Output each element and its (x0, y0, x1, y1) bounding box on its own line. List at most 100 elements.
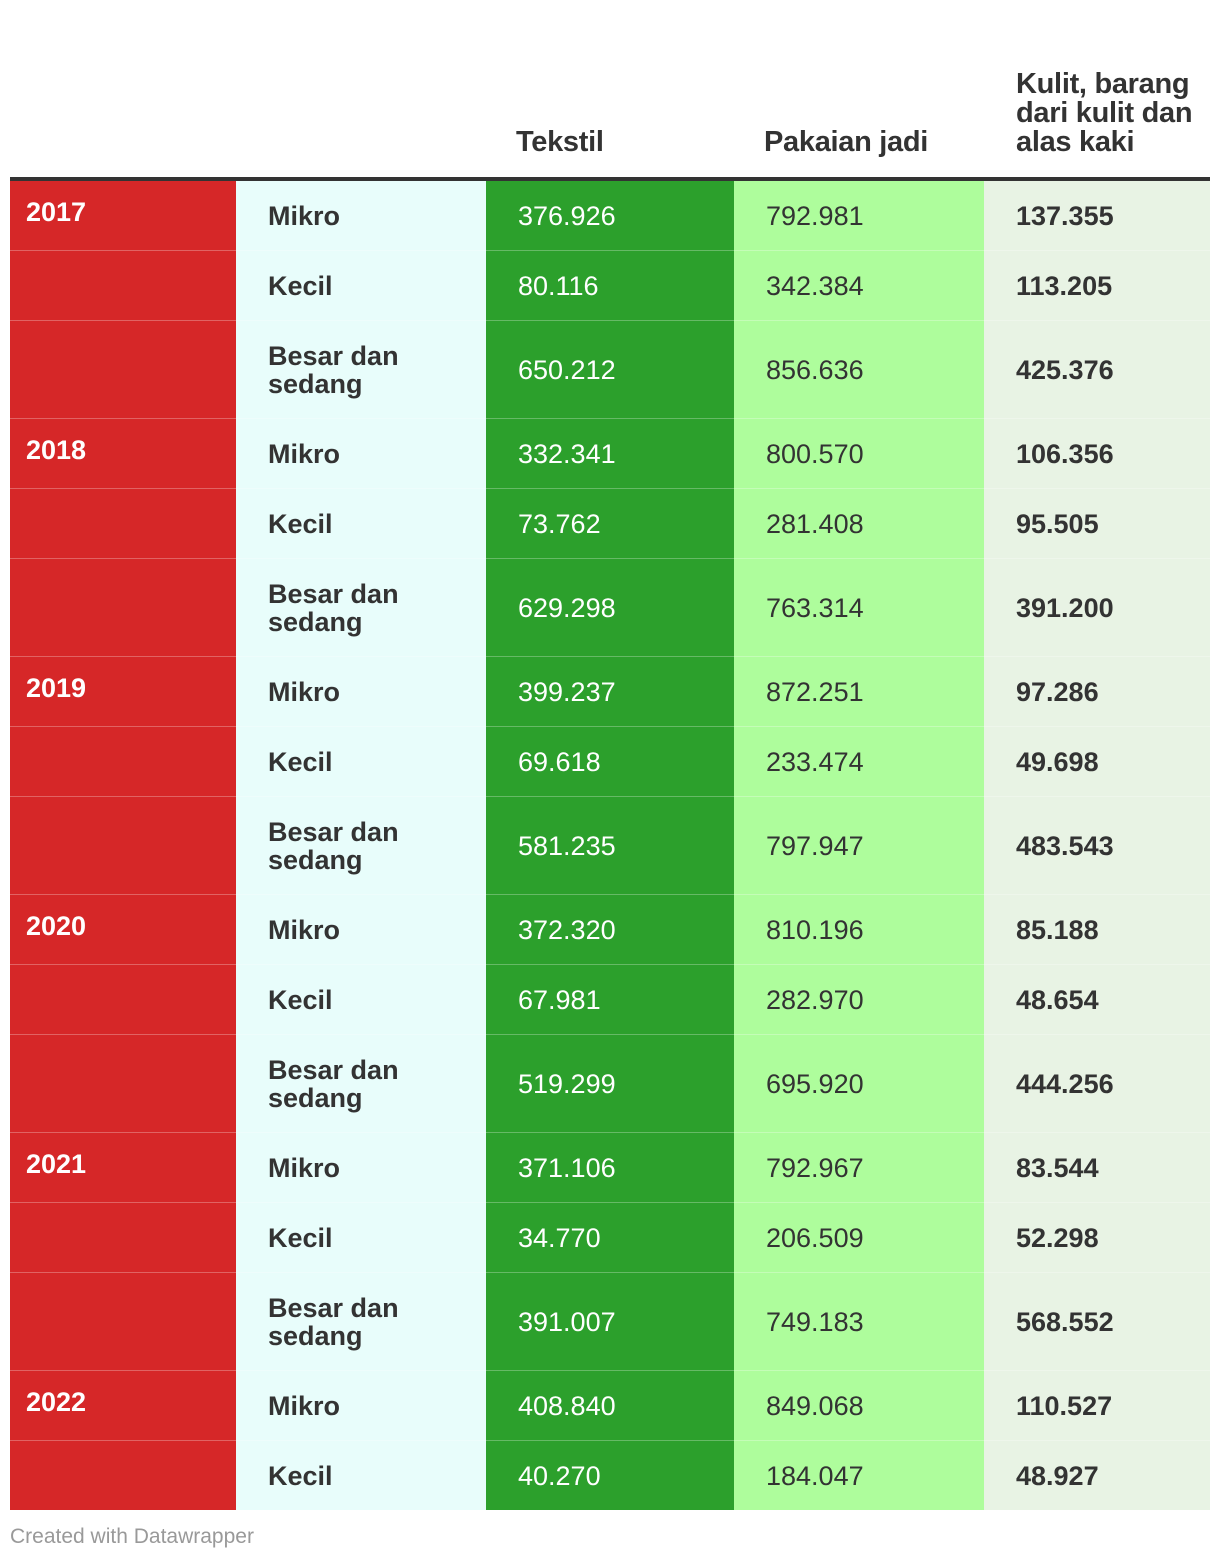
table-row: Kecil 34.770 206.509 52.298 (10, 1202, 1210, 1273)
tekstil-cell: 581.235 (486, 796, 734, 895)
kulit-cell: 137.355 (984, 179, 1210, 251)
kulit-cell: 52.298 (984, 1202, 1210, 1273)
kulit-cell: 49.698 (984, 726, 1210, 797)
pakaian-jadi-cell: 282.970 (734, 964, 984, 1035)
year-cell (10, 320, 236, 419)
tekstil-cell: 519.299 (486, 1034, 734, 1133)
size-cell: Kecil (236, 250, 486, 321)
kulit-cell: 97.286 (984, 656, 1210, 727)
tekstil-cell: 332.341 (486, 418, 734, 489)
header-tekstil: Tekstil (516, 126, 604, 158)
table-row: Besar dan sedang 391.007 749.183 568.552 (10, 1272, 1210, 1371)
pakaian-jadi-cell: 797.947 (734, 796, 984, 895)
table-row: 2022 Mikro 408.840 849.068 110.527 (10, 1370, 1210, 1441)
table-row: Kecil 40.270 184.047 48.927 (10, 1440, 1210, 1510)
table-row: Kecil 73.762 281.408 95.505 (10, 488, 1210, 559)
table-body: 2017 Mikro 376.926 792.981 137.355 Kecil 80.11… (10, 179, 1210, 1510)
size-cell: Mikro (236, 656, 486, 727)
year-cell: 2022 (10, 1370, 236, 1441)
pakaian-jadi-cell: 810.196 (734, 894, 984, 965)
kulit-cell: 48.927 (984, 1440, 1210, 1510)
tekstil-cell: 69.618 (486, 726, 734, 797)
table-header: Tekstil Pakaian jadi Kulit, barang dari … (10, 0, 1210, 179)
year-cell (10, 964, 236, 1035)
size-cell: Kecil (236, 964, 486, 1035)
tekstil-cell: 391.007 (486, 1272, 734, 1371)
size-cell: Mikro (236, 418, 486, 489)
pakaian-jadi-cell: 800.570 (734, 418, 984, 489)
kulit-cell: 113.205 (984, 250, 1210, 321)
size-cell: Mikro (236, 179, 486, 251)
table-row: Kecil 69.618 233.474 49.698 (10, 726, 1210, 797)
pakaian-jadi-cell: 792.981 (734, 179, 984, 251)
kulit-cell: 425.376 (984, 320, 1210, 419)
tekstil-cell: 650.212 (486, 320, 734, 419)
year-cell: 2018 (10, 418, 236, 489)
size-cell: Kecil (236, 1440, 486, 1510)
table-row: Kecil 80.116 342.384 113.205 (10, 250, 1210, 321)
table-row: 2021 Mikro 371.106 792.967 83.544 (10, 1132, 1210, 1203)
size-cell: Besar dan sedang (236, 1034, 486, 1133)
kulit-cell: 444.256 (984, 1034, 1210, 1133)
size-cell: Besar dan sedang (236, 558, 486, 657)
header-year (10, 0, 236, 179)
year-cell (10, 488, 236, 559)
year-cell: 2019 (10, 656, 236, 727)
year-cell (10, 1440, 236, 1510)
header-row: Tekstil Pakaian jadi Kulit, barang dari … (10, 0, 1210, 179)
tekstil-cell: 399.237 (486, 656, 734, 727)
header-size (236, 0, 486, 179)
kulit-cell: 391.200 (984, 558, 1210, 657)
kulit-cell: 110.527 (984, 1370, 1210, 1441)
size-cell: Besar dan sedang (236, 1272, 486, 1371)
size-cell: Mikro (236, 1132, 486, 1203)
size-cell: Mikro (236, 894, 486, 965)
year-cell: 2020 (10, 894, 236, 965)
table-row: Besar dan sedang 581.235 797.947 483.543 (10, 796, 1210, 895)
table-row: Besar dan sedang 519.299 695.920 444.256 (10, 1034, 1210, 1133)
year-cell (10, 1202, 236, 1273)
pakaian-jadi-cell: 849.068 (734, 1370, 984, 1441)
size-cell: Besar dan sedang (236, 796, 486, 895)
datawrapper-credit: Created with Datawrapper (10, 1525, 254, 1548)
kulit-cell: 85.188 (984, 894, 1210, 965)
year-cell (10, 1272, 236, 1371)
pakaian-jadi-cell: 856.636 (734, 320, 984, 419)
size-cell: Mikro (236, 1370, 486, 1441)
kulit-cell: 106.356 (984, 418, 1210, 489)
tekstil-cell: 67.981 (486, 964, 734, 1035)
year-cell (10, 558, 236, 657)
kulit-cell: 83.544 (984, 1132, 1210, 1203)
header-kulit: Kulit, barang dari kulit dan alas kaki (1016, 68, 1193, 158)
data-table-wrapper: Tekstil Pakaian jadi Kulit, barang dari … (10, 0, 1210, 1510)
tekstil-cell: 376.926 (486, 179, 734, 251)
kulit-cell: 48.654 (984, 964, 1210, 1035)
pakaian-jadi-cell: 233.474 (734, 726, 984, 797)
pakaian-jadi-cell: 749.183 (734, 1272, 984, 1371)
size-cell: Besar dan sedang (236, 320, 486, 419)
pakaian-jadi-cell: 184.047 (734, 1440, 984, 1510)
tekstil-cell: 629.298 (486, 558, 734, 657)
table-row: Besar dan sedang 650.212 856.636 425.376 (10, 320, 1210, 419)
pakaian-jadi-cell: 342.384 (734, 250, 984, 321)
kulit-cell: 568.552 (984, 1272, 1210, 1371)
pakaian-jadi-cell: 206.509 (734, 1202, 984, 1273)
pakaian-jadi-cell: 872.251 (734, 656, 984, 727)
kulit-cell: 95.505 (984, 488, 1210, 559)
size-cell: Kecil (236, 1202, 486, 1273)
tekstil-cell: 73.762 (486, 488, 734, 559)
tekstil-cell: 408.840 (486, 1370, 734, 1441)
table-row: 2017 Mikro 376.926 792.981 137.355 (10, 179, 1210, 251)
tekstil-cell: 34.770 (486, 1202, 734, 1273)
kulit-cell: 483.543 (984, 796, 1210, 895)
tekstil-cell: 371.106 (486, 1132, 734, 1203)
pakaian-jadi-cell: 763.314 (734, 558, 984, 657)
year-cell (10, 726, 236, 797)
year-cell (10, 250, 236, 321)
table-row: 2019 Mikro 399.237 872.251 97.286 (10, 656, 1210, 727)
tekstil-cell: 40.270 (486, 1440, 734, 1510)
table-row: Besar dan sedang 629.298 763.314 391.200 (10, 558, 1210, 657)
year-cell (10, 796, 236, 895)
year-cell (10, 1034, 236, 1133)
year-cell: 2017 (10, 179, 236, 251)
